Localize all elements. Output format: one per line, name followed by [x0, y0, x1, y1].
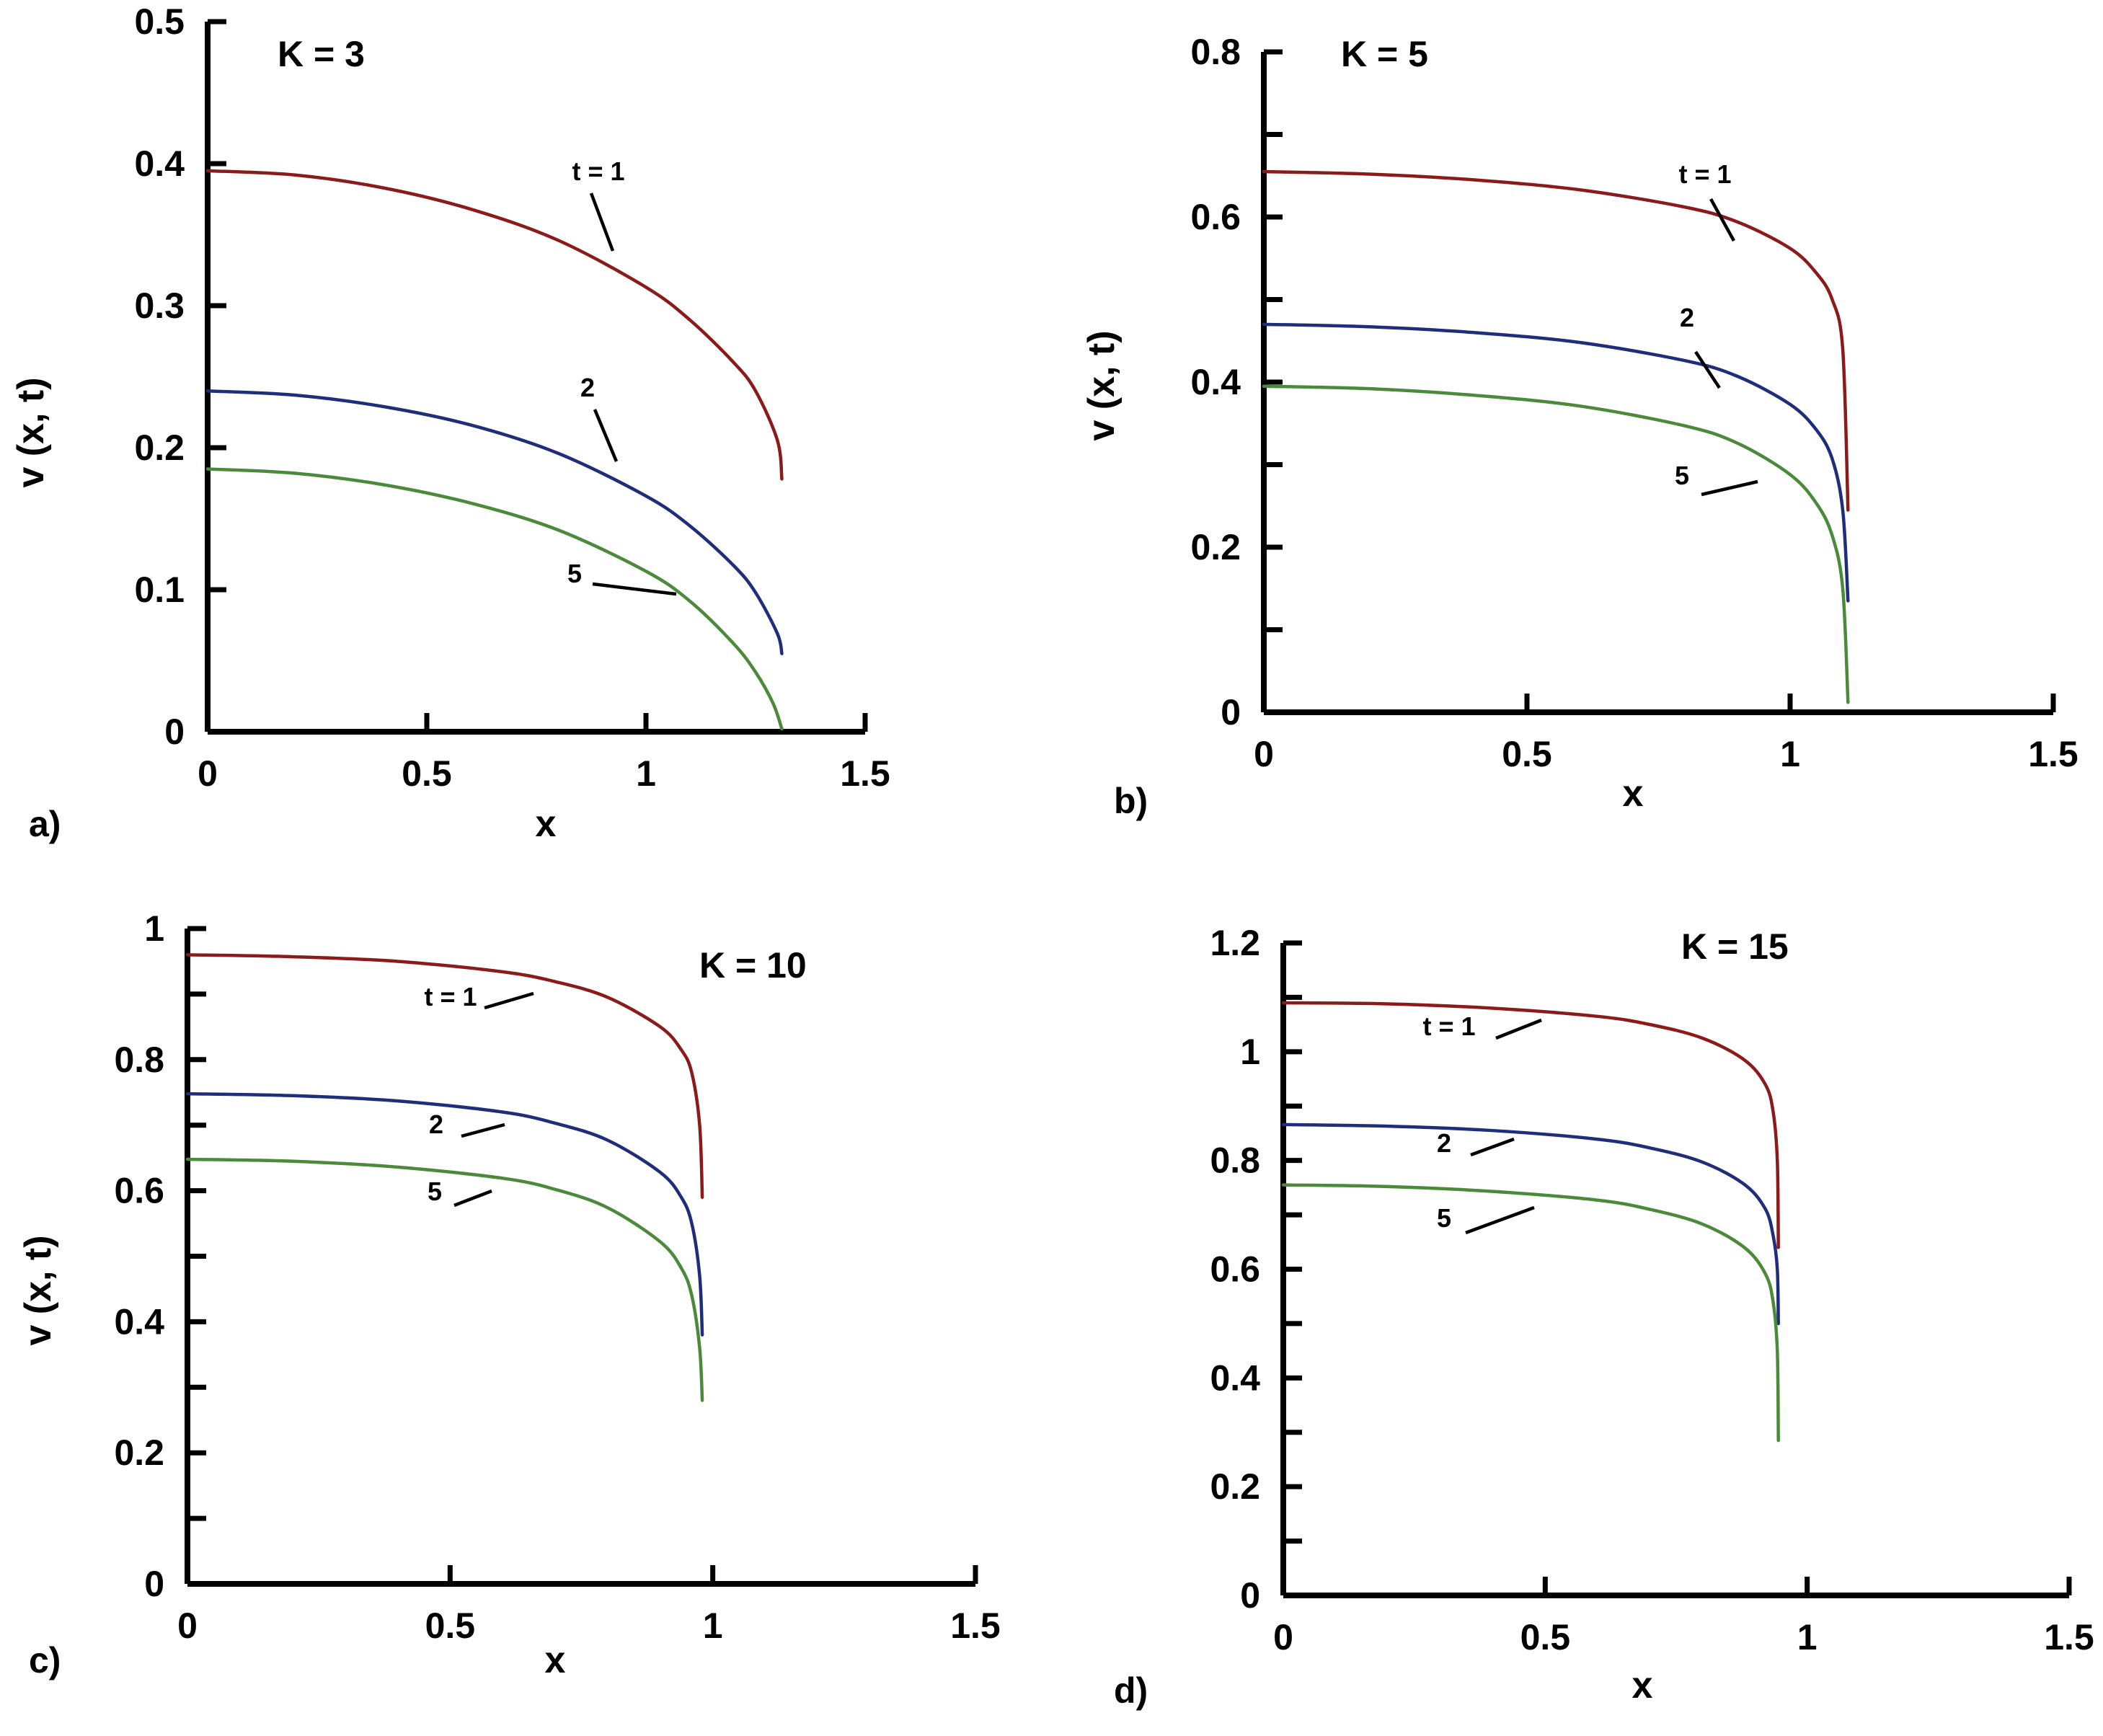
series-leader-line [1694, 350, 1721, 389]
series-label: t = 1 [572, 156, 624, 186]
y-tick-label: 0.8 [114, 1040, 164, 1080]
chart-panel-2: 0 0.2 0.4 0.6 0.8 0 0.5 1 1.5 x v (x, t) K = 5 b) t =… [1081, 32, 2078, 821]
series-line-t=5 [185, 1157, 704, 1402]
panel-label: a) [29, 804, 61, 844]
chart-panel-3: 0 0.2 0.4 0.6 0.8 1 0 0.5 1 1.5 x v (x, t) K = 10 c) t… [17, 908, 1001, 1681]
y-tick-label: 1.2 [1210, 923, 1260, 963]
x-tick-label: 0.5 [402, 753, 452, 794]
x-tick-label: 1.5 [840, 753, 890, 794]
y-tick-label: 0.8 [1190, 32, 1241, 72]
y-tick-label: 0.4 [1190, 362, 1241, 402]
series-line-t=5 [1281, 1183, 1780, 1443]
y-tick-label: 0.8 [1210, 1141, 1260, 1181]
x-tick-label: 1.5 [2044, 1617, 2094, 1657]
x-axis-title: x [536, 803, 557, 845]
x-tick-label: 1 [636, 753, 656, 794]
panel-label: b) [1114, 781, 1148, 821]
x-tick-label: 1 [703, 1606, 723, 1646]
y-tick-label: 1 [1240, 1032, 1260, 1072]
y-tick-label: 0.5 [134, 1, 185, 42]
series-line-t=2 [185, 1091, 704, 1337]
series-label: 5 [1675, 461, 1689, 490]
series-label: 2 [1437, 1128, 1451, 1158]
series-label: t = 1 [424, 982, 477, 1011]
y-tick-label: 0 [164, 712, 185, 752]
x-tick-label: 0.5 [1520, 1617, 1571, 1657]
series-leader-line [1470, 1137, 1515, 1157]
panel-title: K = 5 [1341, 34, 1428, 74]
y-tick-label: 0.3 [134, 285, 185, 326]
panel-title: K = 3 [278, 34, 365, 74]
y-tick-label: 0.6 [1190, 197, 1241, 237]
series-label: 2 [580, 373, 595, 402]
x-axis-title: x [1632, 1665, 1653, 1706]
x-tick-label: 0 [1254, 734, 1274, 774]
series-leader-line [453, 1189, 492, 1208]
y-tick-label: 0.4 [114, 1301, 164, 1342]
series-leader-line [589, 192, 615, 252]
series-leader-line [1495, 1018, 1542, 1040]
x-tick-label: 1 [1780, 734, 1800, 774]
series-leader-line [1709, 198, 1735, 242]
y-axis-title: v (x, t) [10, 377, 52, 487]
y-tick-label: 0 [1240, 1575, 1260, 1616]
x-tick-label: 1.5 [2028, 734, 2078, 774]
series-line-t=1 [1281, 1001, 1780, 1249]
panel-title: K = 10 [699, 945, 807, 986]
series-leader-line [461, 1122, 505, 1138]
panel-label: c) [29, 1640, 61, 1680]
x-tick-label: 1.5 [950, 1606, 1001, 1646]
series-line-t=5 [205, 467, 784, 731]
series-leader-line [1465, 1205, 1535, 1235]
chart-panel-1: 0 0.1 0.2 0.3 0.4 0.5 0 0.5 1 1.5 x v (x, t) K = 3 a)… [10, 1, 890, 845]
y-tick-label: 0.2 [1190, 527, 1241, 567]
series-label: 2 [429, 1110, 443, 1139]
series-line-t=1 [205, 169, 784, 481]
x-tick-label: 0 [1273, 1617, 1293, 1657]
y-tick-label: 1 [144, 908, 164, 949]
y-tick-label: 0.4 [1210, 1358, 1260, 1398]
chart-panel-4: 0 0.2 0.4 0.6 0.8 1 1.2 0 0.5 1 1.5 x K = 15 d) t = 1 2… [1114, 923, 2094, 1711]
series-line-t=2 [1262, 322, 1850, 603]
y-tick-label: 0.4 [134, 143, 185, 184]
series-leader-line [484, 991, 534, 1010]
series-line-t=2 [1281, 1122, 1780, 1326]
y-tick-label: 0 [144, 1564, 164, 1604]
series-label: 5 [567, 559, 582, 588]
x-tick-label: 0.5 [425, 1606, 476, 1646]
x-axis-title: x [545, 1639, 566, 1681]
series-line-t=5 [1262, 384, 1850, 704]
series-leader-line [592, 582, 677, 596]
series-line-t=1 [1262, 169, 1850, 512]
y-tick-label: 0.2 [134, 428, 185, 468]
y-tick-label: 0.2 [1210, 1466, 1260, 1507]
y-tick-label: 0.1 [134, 570, 185, 610]
panel-label: d) [1114, 1670, 1148, 1711]
x-axis-title: x [1623, 773, 1644, 815]
x-tick-label: 0.5 [1502, 734, 1552, 774]
y-tick-label: 0 [1221, 692, 1241, 732]
x-tick-label: 1 [1797, 1617, 1818, 1657]
series-label: t = 1 [1678, 159, 1731, 189]
series-leader-line [1701, 479, 1758, 497]
y-axis-title: v (x, t) [1081, 330, 1123, 440]
y-tick-label: 0.6 [1210, 1249, 1260, 1290]
series-leader-line [593, 409, 619, 462]
y-axis-title: v (x, t) [17, 1235, 59, 1345]
series-label: 5 [1437, 1203, 1451, 1233]
series-label: 5 [428, 1177, 442, 1206]
x-tick-label: 0 [177, 1606, 198, 1646]
series-label: t = 1 [1422, 1011, 1475, 1041]
panel-title: K = 15 [1681, 926, 1789, 967]
series-line-t=2 [205, 389, 784, 655]
y-tick-label: 0.2 [114, 1432, 164, 1473]
series-line-t=1 [185, 953, 704, 1199]
x-tick-label: 0 [198, 753, 218, 794]
y-tick-label: 0.6 [114, 1171, 164, 1211]
series-label: 2 [1680, 303, 1694, 332]
